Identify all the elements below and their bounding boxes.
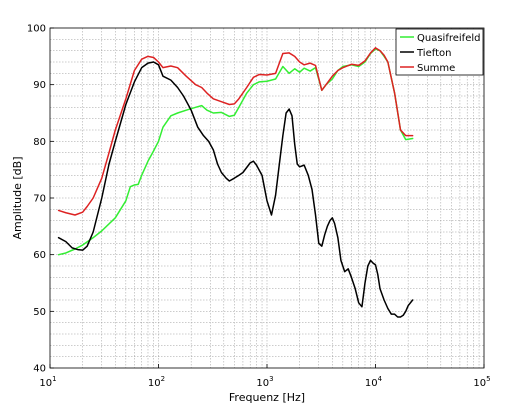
- y-tick-label: 80: [33, 137, 46, 148]
- y-axis-label: Amplitude [dB]: [11, 157, 24, 240]
- series-layer: [57, 47, 414, 318]
- y-tick-label: 100: [27, 24, 46, 35]
- legend-label-summe: Summe: [417, 63, 455, 74]
- y-tick-label: 90: [33, 80, 46, 91]
- series-line-tiefton: [57, 61, 414, 318]
- legend-label-quasifreifeld: Quasifreifeld: [417, 33, 480, 44]
- legend-label-tiefton: Tiefton: [416, 48, 451, 59]
- x-tick-label: 101: [39, 375, 56, 389]
- x-tick-label: 102: [148, 375, 165, 389]
- x-tick-label: 104: [365, 375, 383, 389]
- x-axis-ticks: 101 102 103 104 105: [39, 364, 491, 389]
- y-tick-label: 60: [33, 250, 46, 261]
- y-axis-ticks: 40 50 60 70 80 90 100: [27, 24, 54, 375]
- series-line-quasifreifeld: [57, 48, 414, 256]
- series-line-summe: [57, 47, 414, 216]
- y-tick-label: 50: [33, 307, 46, 318]
- x-tick-label: 103: [256, 375, 273, 389]
- x-axis-label: Frequenz [Hz]: [229, 391, 305, 404]
- y-tick-label: 40: [33, 364, 46, 375]
- y-tick-label: 70: [33, 194, 46, 205]
- x-tick-label: 105: [473, 375, 490, 389]
- legend: Quasifreifeld Tiefton Summe: [395, 28, 484, 76]
